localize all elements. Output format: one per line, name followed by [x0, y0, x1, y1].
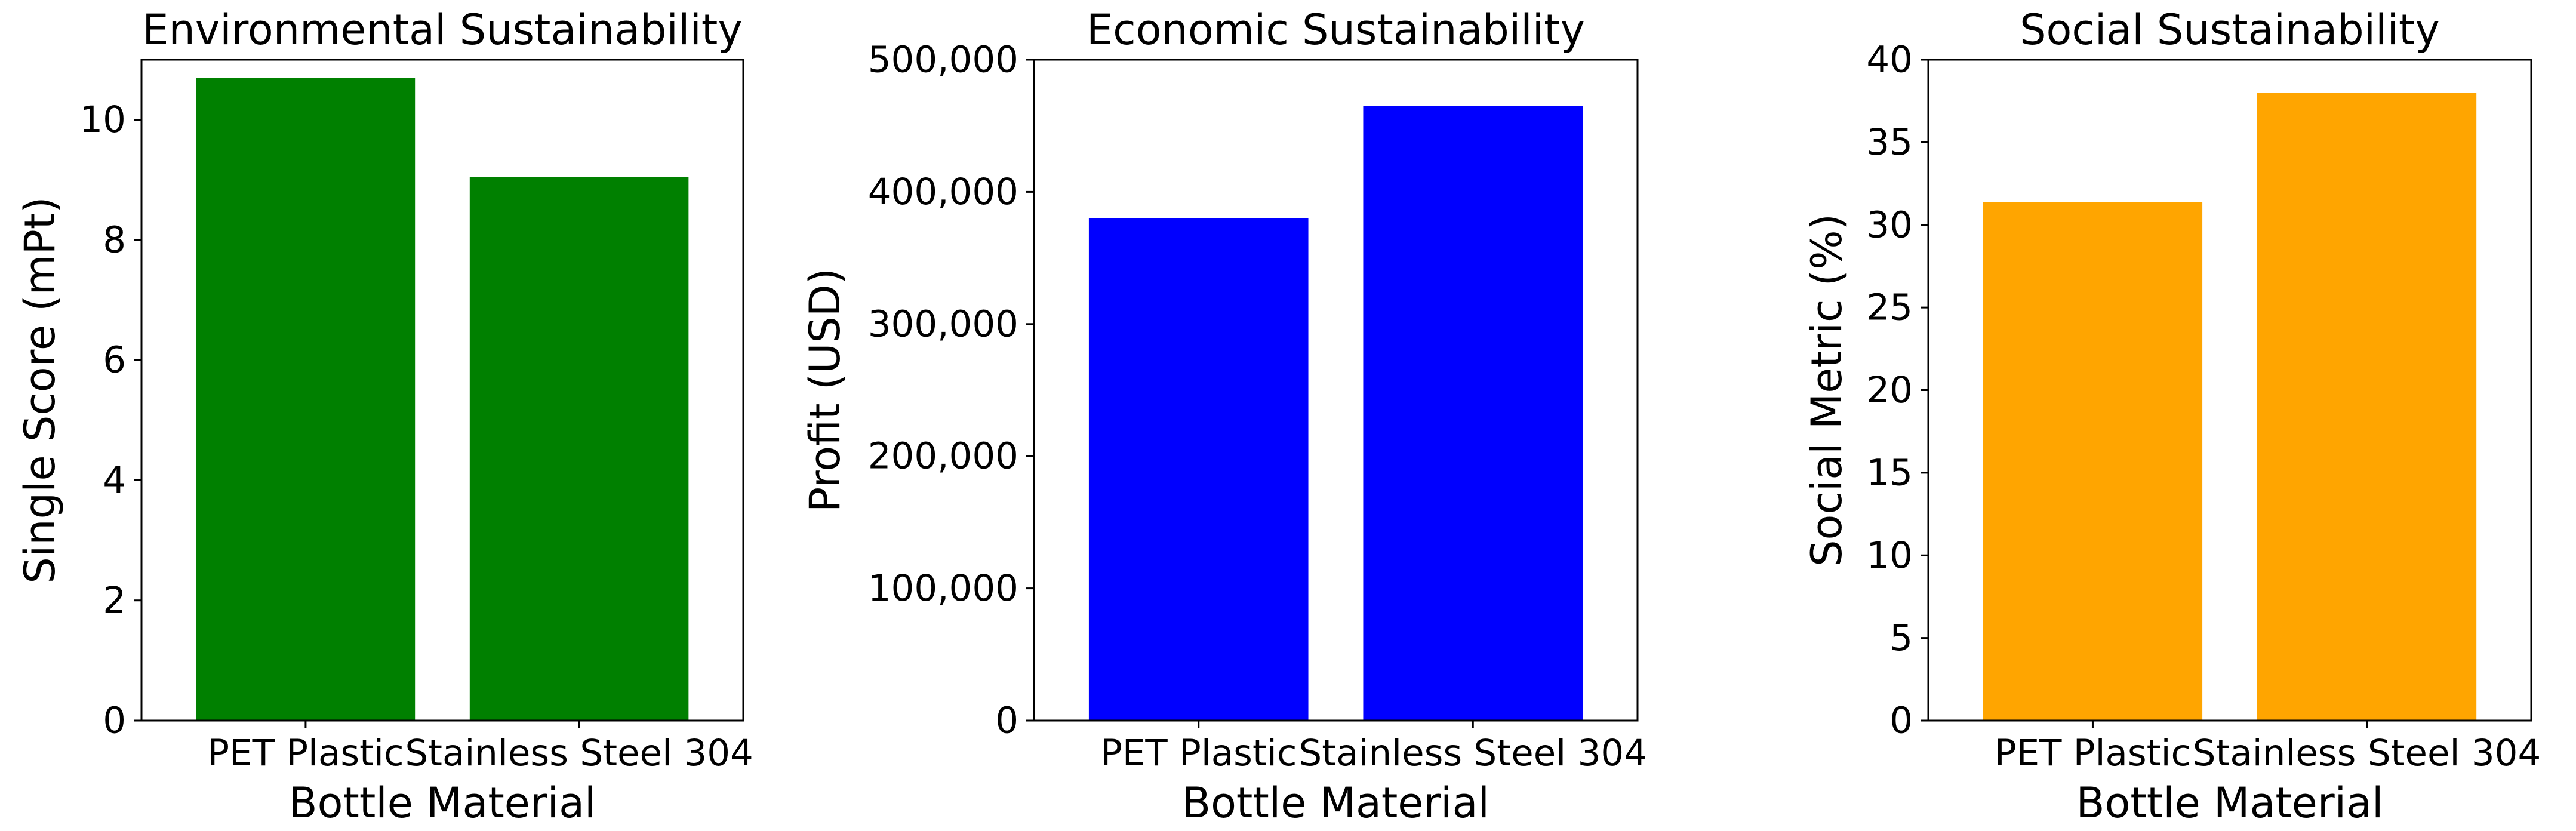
x-tick-label: Stainless Steel 304 — [2193, 732, 2541, 774]
x-axis-label: Bottle Material — [289, 778, 596, 827]
y-tick-label: 6 — [103, 339, 126, 381]
bar-stainless-steel-304 — [1363, 106, 1583, 721]
y-tick-label: 400,000 — [868, 171, 1018, 213]
x-tick-label: Stainless Steel 304 — [1299, 732, 1648, 774]
y-tick-label: 25 — [1866, 287, 1913, 329]
chart-1: 0 2 4 6 8 10 PET Plastic Stainless Steel 304 Env… — [16, 5, 753, 827]
chart-title: Economic Sustainability — [1087, 5, 1585, 54]
y-tick-label: 35 — [1866, 121, 1913, 164]
y-axis-label: Single Score (mPt) — [16, 196, 64, 583]
x-tick-label: PET Plastic — [1100, 732, 1297, 774]
y-tick-label: 10 — [79, 99, 126, 141]
x-axis-label: Bottle Material — [2076, 778, 2384, 827]
y-tick-label: 30 — [1866, 204, 1913, 246]
y-tick-label: 20 — [1866, 369, 1913, 411]
x-tick-label: PET Plastic — [207, 732, 404, 774]
chart-title: Social Sustainability — [2020, 5, 2440, 54]
x-tick-label: Stainless Steel 304 — [405, 732, 753, 774]
x-tick-label: PET Plastic — [1995, 732, 2191, 774]
y-tick-label: 10 — [1866, 534, 1913, 577]
y-axis-label: Social Metric (%) — [1802, 214, 1851, 567]
y-tick-label: 100,000 — [868, 567, 1018, 610]
bar-pet-plastic — [1088, 218, 1309, 721]
y-tick-label: 15 — [1866, 451, 1913, 494]
bar-stainless-steel-304 — [2257, 93, 2477, 721]
chart-3: 0 5 10 15 20 25 30 35 40 PET Plastic Stainless Ste… — [1802, 5, 2541, 827]
y-tick-label: 300,000 — [868, 303, 1018, 345]
plot-frame — [1033, 59, 1639, 722]
chart-title: Environmental Sustainability — [142, 5, 743, 54]
plot-frame — [140, 59, 744, 722]
y-tick-label: 500,000 — [868, 39, 1018, 81]
y-tick-label: 5 — [1889, 617, 1913, 659]
y-tick-label: 200,000 — [868, 435, 1018, 478]
y-tick-label: 2 — [103, 579, 126, 621]
y-tick-label: 8 — [103, 218, 126, 261]
y-tick-label: 0 — [1889, 700, 1913, 742]
bar-pet-plastic — [1983, 202, 2203, 721]
y-tick-label: 0 — [103, 700, 126, 742]
y-tick-label: 4 — [103, 459, 126, 501]
y-tick-label: 40 — [1866, 39, 1913, 81]
bar-stainless-steel-304 — [469, 177, 689, 721]
x-axis-label: Bottle Material — [1182, 778, 1489, 827]
chart-2: 0 100,000 200,000 300,000 400,000 500,000 PET … — [801, 5, 1647, 827]
bar-pet-plastic — [196, 78, 416, 721]
y-axis-label: Profit (USD) — [801, 268, 850, 512]
y-tick-label: 0 — [995, 700, 1018, 742]
